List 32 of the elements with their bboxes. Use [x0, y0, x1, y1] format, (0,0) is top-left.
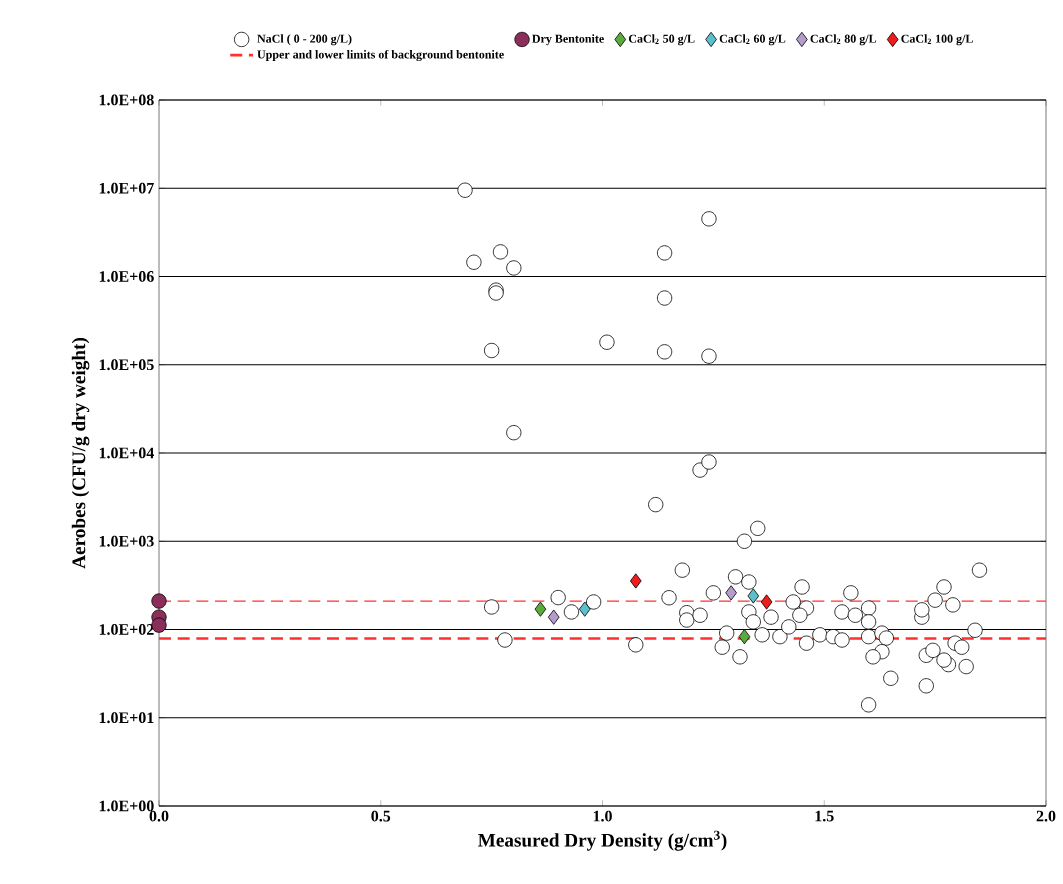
legend-label: CaCl$_{2}$ 100 g/L — [901, 34, 973, 46]
y-tick-label: 1.0E+03 — [99, 535, 154, 547]
point — [738, 629, 751, 645]
y-axis-title: Aerobes (CFU/g dry weight) — [71, 338, 90, 569]
point — [578, 601, 591, 617]
point — [725, 585, 737, 601]
point — [747, 588, 760, 604]
legend-label: Dry Bentonite — [532, 34, 604, 46]
y-tick-label: 1.0E+08 — [99, 94, 154, 106]
y-tick-label: 1.0E+05 — [99, 359, 154, 371]
y-tick-label: 1.0E+02 — [99, 624, 154, 635]
point — [760, 594, 773, 610]
y-tick-label: 1.0E+06 — [99, 271, 154, 282]
x-axis-title: Measured Dry Density (g/cm$^{3}$) — [478, 830, 727, 851]
x-tick-label: 1.0 — [593, 810, 612, 822]
y-tick-label: 1.0E+04 — [99, 447, 154, 459]
y-tick-label: 1.0E+00 — [99, 800, 154, 812]
y-tick-label: 1.0E+01 — [99, 712, 154, 724]
legend-label: NaCl ( 0 - 200 g/L) — [257, 34, 352, 46]
legend-label: Upper and lower limits of background bentonite — [257, 49, 504, 62]
point — [547, 609, 560, 625]
x-tick-label: 0.5 — [371, 810, 391, 822]
x-tick-label: 1.5 — [815, 810, 834, 822]
point — [151, 593, 167, 609]
legend-label: CaCl$_{2}$ 50 g/L — [628, 34, 695, 46]
x-tick-label: 0.0 — [149, 810, 169, 822]
legend-label: CaCl$_{2}$ 60 g/L — [719, 34, 786, 46]
point — [629, 573, 642, 589]
x-tick-label: 2.0 — [1036, 810, 1056, 822]
point — [534, 601, 547, 617]
y-tick-label: 1.0E+07 — [99, 182, 154, 194]
legend-label: CaCl$_{2}$ 80 g/L — [810, 34, 877, 46]
